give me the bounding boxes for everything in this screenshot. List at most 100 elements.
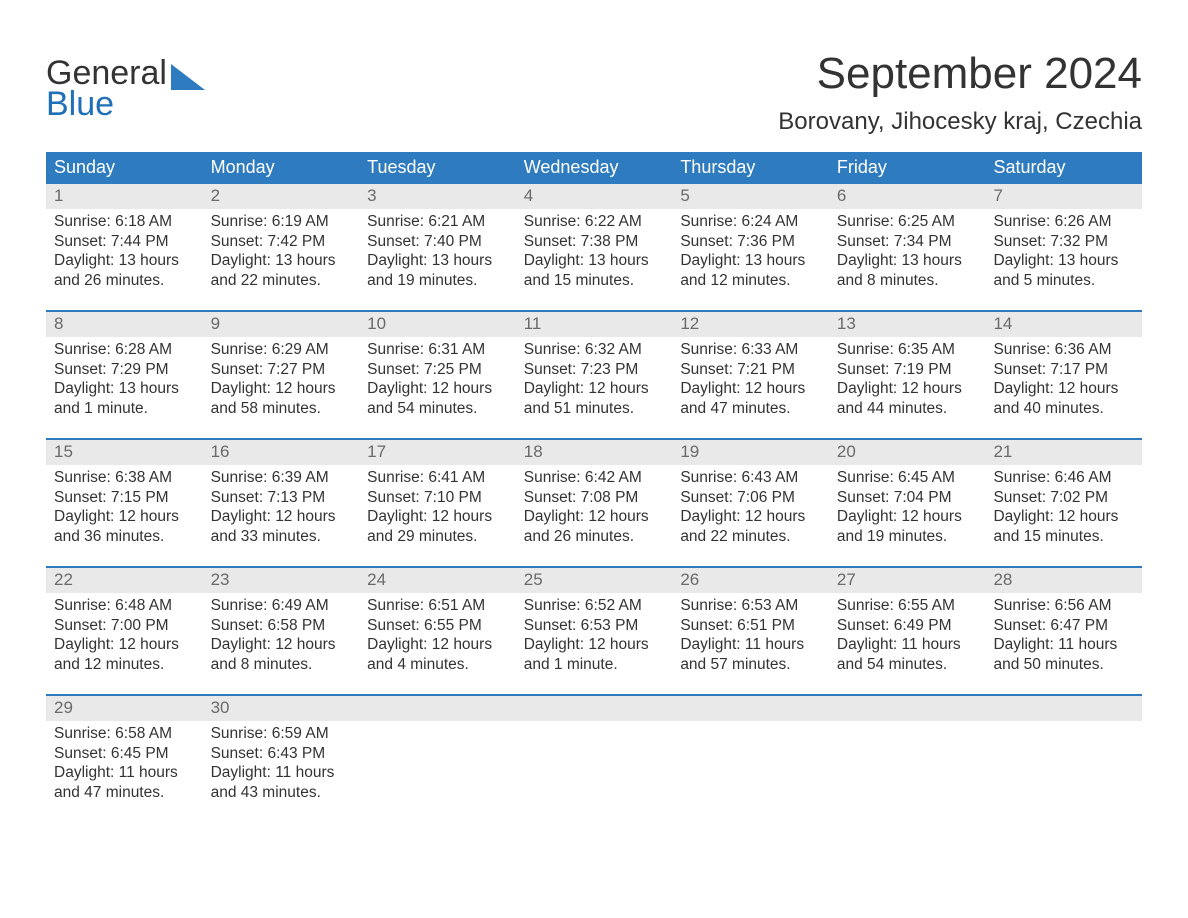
day-cell: 27Sunrise: 6:55 AMSunset: 6:49 PMDayligh… (829, 568, 986, 694)
sunset-text: Sunset: 7:19 PM (837, 360, 978, 379)
day-body: Sunrise: 6:19 AMSunset: 7:42 PMDaylight:… (203, 209, 360, 290)
day-number: 18 (516, 440, 673, 465)
day-number: 2 (203, 184, 360, 209)
day-body: Sunrise: 6:55 AMSunset: 6:49 PMDaylight:… (829, 593, 986, 674)
sunrise-text: Sunrise: 6:52 AM (524, 596, 665, 615)
day-number (359, 696, 516, 721)
day-body: Sunrise: 6:25 AMSunset: 7:34 PMDaylight:… (829, 209, 986, 290)
sunset-text: Sunset: 7:32 PM (993, 232, 1134, 251)
sunset-text: Sunset: 7:21 PM (680, 360, 821, 379)
day-number: 30 (203, 696, 360, 721)
day-cell: 22Sunrise: 6:48 AMSunset: 7:00 PMDayligh… (46, 568, 203, 694)
day-number: 27 (829, 568, 986, 593)
day-cell: 12Sunrise: 6:33 AMSunset: 7:21 PMDayligh… (672, 312, 829, 438)
day-body: Sunrise: 6:33 AMSunset: 7:21 PMDaylight:… (672, 337, 829, 418)
sunset-text: Sunset: 6:55 PM (367, 616, 508, 635)
day-body: Sunrise: 6:39 AMSunset: 7:13 PMDaylight:… (203, 465, 360, 546)
day-body (672, 721, 829, 724)
day-number: 4 (516, 184, 673, 209)
day-body: Sunrise: 6:49 AMSunset: 6:58 PMDaylight:… (203, 593, 360, 674)
sunrise-text: Sunrise: 6:21 AM (367, 212, 508, 231)
day-body: Sunrise: 6:38 AMSunset: 7:15 PMDaylight:… (46, 465, 203, 546)
daylight-text: Daylight: 11 hours and 54 minutes. (837, 635, 978, 674)
day-number (672, 696, 829, 721)
day-cell: 3Sunrise: 6:21 AMSunset: 7:40 PMDaylight… (359, 184, 516, 310)
day-number: 29 (46, 696, 203, 721)
daylight-text: Daylight: 12 hours and 51 minutes. (524, 379, 665, 418)
day-number (829, 696, 986, 721)
day-cell: 28Sunrise: 6:56 AMSunset: 6:47 PMDayligh… (985, 568, 1142, 694)
day-number: 10 (359, 312, 516, 337)
daylight-text: Daylight: 13 hours and 1 minute. (54, 379, 195, 418)
day-body: Sunrise: 6:22 AMSunset: 7:38 PMDaylight:… (516, 209, 673, 290)
dow-wednesday: Wednesday (516, 152, 673, 184)
sunset-text: Sunset: 7:02 PM (993, 488, 1134, 507)
day-cell: 4Sunrise: 6:22 AMSunset: 7:38 PMDaylight… (516, 184, 673, 310)
daylight-text: Daylight: 13 hours and 22 minutes. (211, 251, 352, 290)
sunrise-text: Sunrise: 6:31 AM (367, 340, 508, 359)
sunrise-text: Sunrise: 6:36 AM (993, 340, 1134, 359)
daylight-text: Daylight: 11 hours and 47 minutes. (54, 763, 195, 802)
daylight-text: Daylight: 11 hours and 57 minutes. (680, 635, 821, 674)
day-body: Sunrise: 6:53 AMSunset: 6:51 PMDaylight:… (672, 593, 829, 674)
day-body (516, 721, 673, 724)
sunrise-text: Sunrise: 6:22 AM (524, 212, 665, 231)
week-row: 15Sunrise: 6:38 AMSunset: 7:15 PMDayligh… (46, 438, 1142, 566)
location-subtitle: Borovany, Jihocesky kraj, Czechia (778, 108, 1142, 136)
week-row: 22Sunrise: 6:48 AMSunset: 7:00 PMDayligh… (46, 566, 1142, 694)
sunset-text: Sunset: 7:00 PM (54, 616, 195, 635)
day-cell: 10 Sunrise: 6:31 AMSunset: 7:25 PMDayligh… (359, 312, 516, 438)
sunrise-text: Sunrise: 6:33 AM (680, 340, 821, 359)
sunrise-text: Sunrise: 6:18 AM (54, 212, 195, 231)
title-block: September 2024 Borovany, Jihocesky kraj,… (778, 50, 1142, 136)
brand-shape-icon (171, 64, 205, 90)
day-cell: 8Sunrise: 6:28 AMSunset: 7:29 PMDaylight… (46, 312, 203, 438)
day-number (516, 696, 673, 721)
day-cell: 30Sunrise: 6:59 AMSunset: 6:43 PMDayligh… (203, 696, 360, 822)
day-body: Sunrise: 6:58 AMSunset: 6:45 PMDaylight:… (46, 721, 203, 802)
day-number: 23 (203, 568, 360, 593)
day-body (359, 721, 516, 724)
daylight-text: Daylight: 12 hours and 26 minutes. (524, 507, 665, 546)
sunrise-text: Sunrise: 6:46 AM (993, 468, 1134, 487)
day-number: 1 (46, 184, 203, 209)
day-number: 14 (985, 312, 1142, 337)
day-body: Sunrise: 6:56 AMSunset: 6:47 PMDaylight:… (985, 593, 1142, 674)
day-number: 11 (516, 312, 673, 337)
day-cell: 1Sunrise: 6:18 AMSunset: 7:44 PMDaylight… (46, 184, 203, 310)
sunrise-text: Sunrise: 6:42 AM (524, 468, 665, 487)
dow-friday: Friday (829, 152, 986, 184)
daylight-text: Daylight: 12 hours and 58 minutes. (211, 379, 352, 418)
sunset-text: Sunset: 7:04 PM (837, 488, 978, 507)
daylight-text: Daylight: 12 hours and 4 minutes. (367, 635, 508, 674)
daylight-text: Daylight: 13 hours and 5 minutes. (993, 251, 1134, 290)
daylight-text: Daylight: 12 hours and 40 minutes. (993, 379, 1134, 418)
day-cell: 25Sunrise: 6:52 AMSunset: 6:53 PMDayligh… (516, 568, 673, 694)
sunrise-text: Sunrise: 6:38 AM (54, 468, 195, 487)
sunset-text: Sunset: 6:53 PM (524, 616, 665, 635)
day-number: 21 (985, 440, 1142, 465)
dow-saturday: Saturday (985, 152, 1142, 184)
day-number: 15 (46, 440, 203, 465)
day-cell: 21Sunrise: 6:46 AMSunset: 7:02 PMDayligh… (985, 440, 1142, 566)
day-cell: 19Sunrise: 6:43 AMSunset: 7:06 PMDayligh… (672, 440, 829, 566)
day-cell: 13Sunrise: 6:35 AMSunset: 7:19 PMDayligh… (829, 312, 986, 438)
day-cell: 23Sunrise: 6:49 AMSunset: 6:58 PMDayligh… (203, 568, 360, 694)
day-number: 12 (672, 312, 829, 337)
day-number (985, 696, 1142, 721)
day-body: Sunrise: 6:52 AMSunset: 6:53 PMDaylight:… (516, 593, 673, 674)
sunrise-text: Sunrise: 6:32 AM (524, 340, 665, 359)
daylight-text: Daylight: 12 hours and 54 minutes. (367, 379, 508, 418)
day-body: Sunrise: 6:32 AMSunset: 7:23 PMDaylight:… (516, 337, 673, 418)
day-cell (829, 696, 986, 822)
daylight-text: Daylight: 13 hours and 26 minutes. (54, 251, 195, 290)
sunset-text: Sunset: 7:13 PM (211, 488, 352, 507)
sunset-text: Sunset: 6:49 PM (837, 616, 978, 635)
day-cell: 5Sunrise: 6:24 AMSunset: 7:36 PMDaylight… (672, 184, 829, 310)
daylight-text: Daylight: 12 hours and 19 minutes. (837, 507, 978, 546)
day-number: 7 (985, 184, 1142, 209)
sunset-text: Sunset: 7:25 PM (367, 360, 508, 379)
day-number: 8 (46, 312, 203, 337)
day-body: Sunrise: 6:24 AMSunset: 7:36 PMDaylight:… (672, 209, 829, 290)
day-body: Sunrise: 6:18 AMSunset: 7:44 PMDaylight:… (46, 209, 203, 290)
